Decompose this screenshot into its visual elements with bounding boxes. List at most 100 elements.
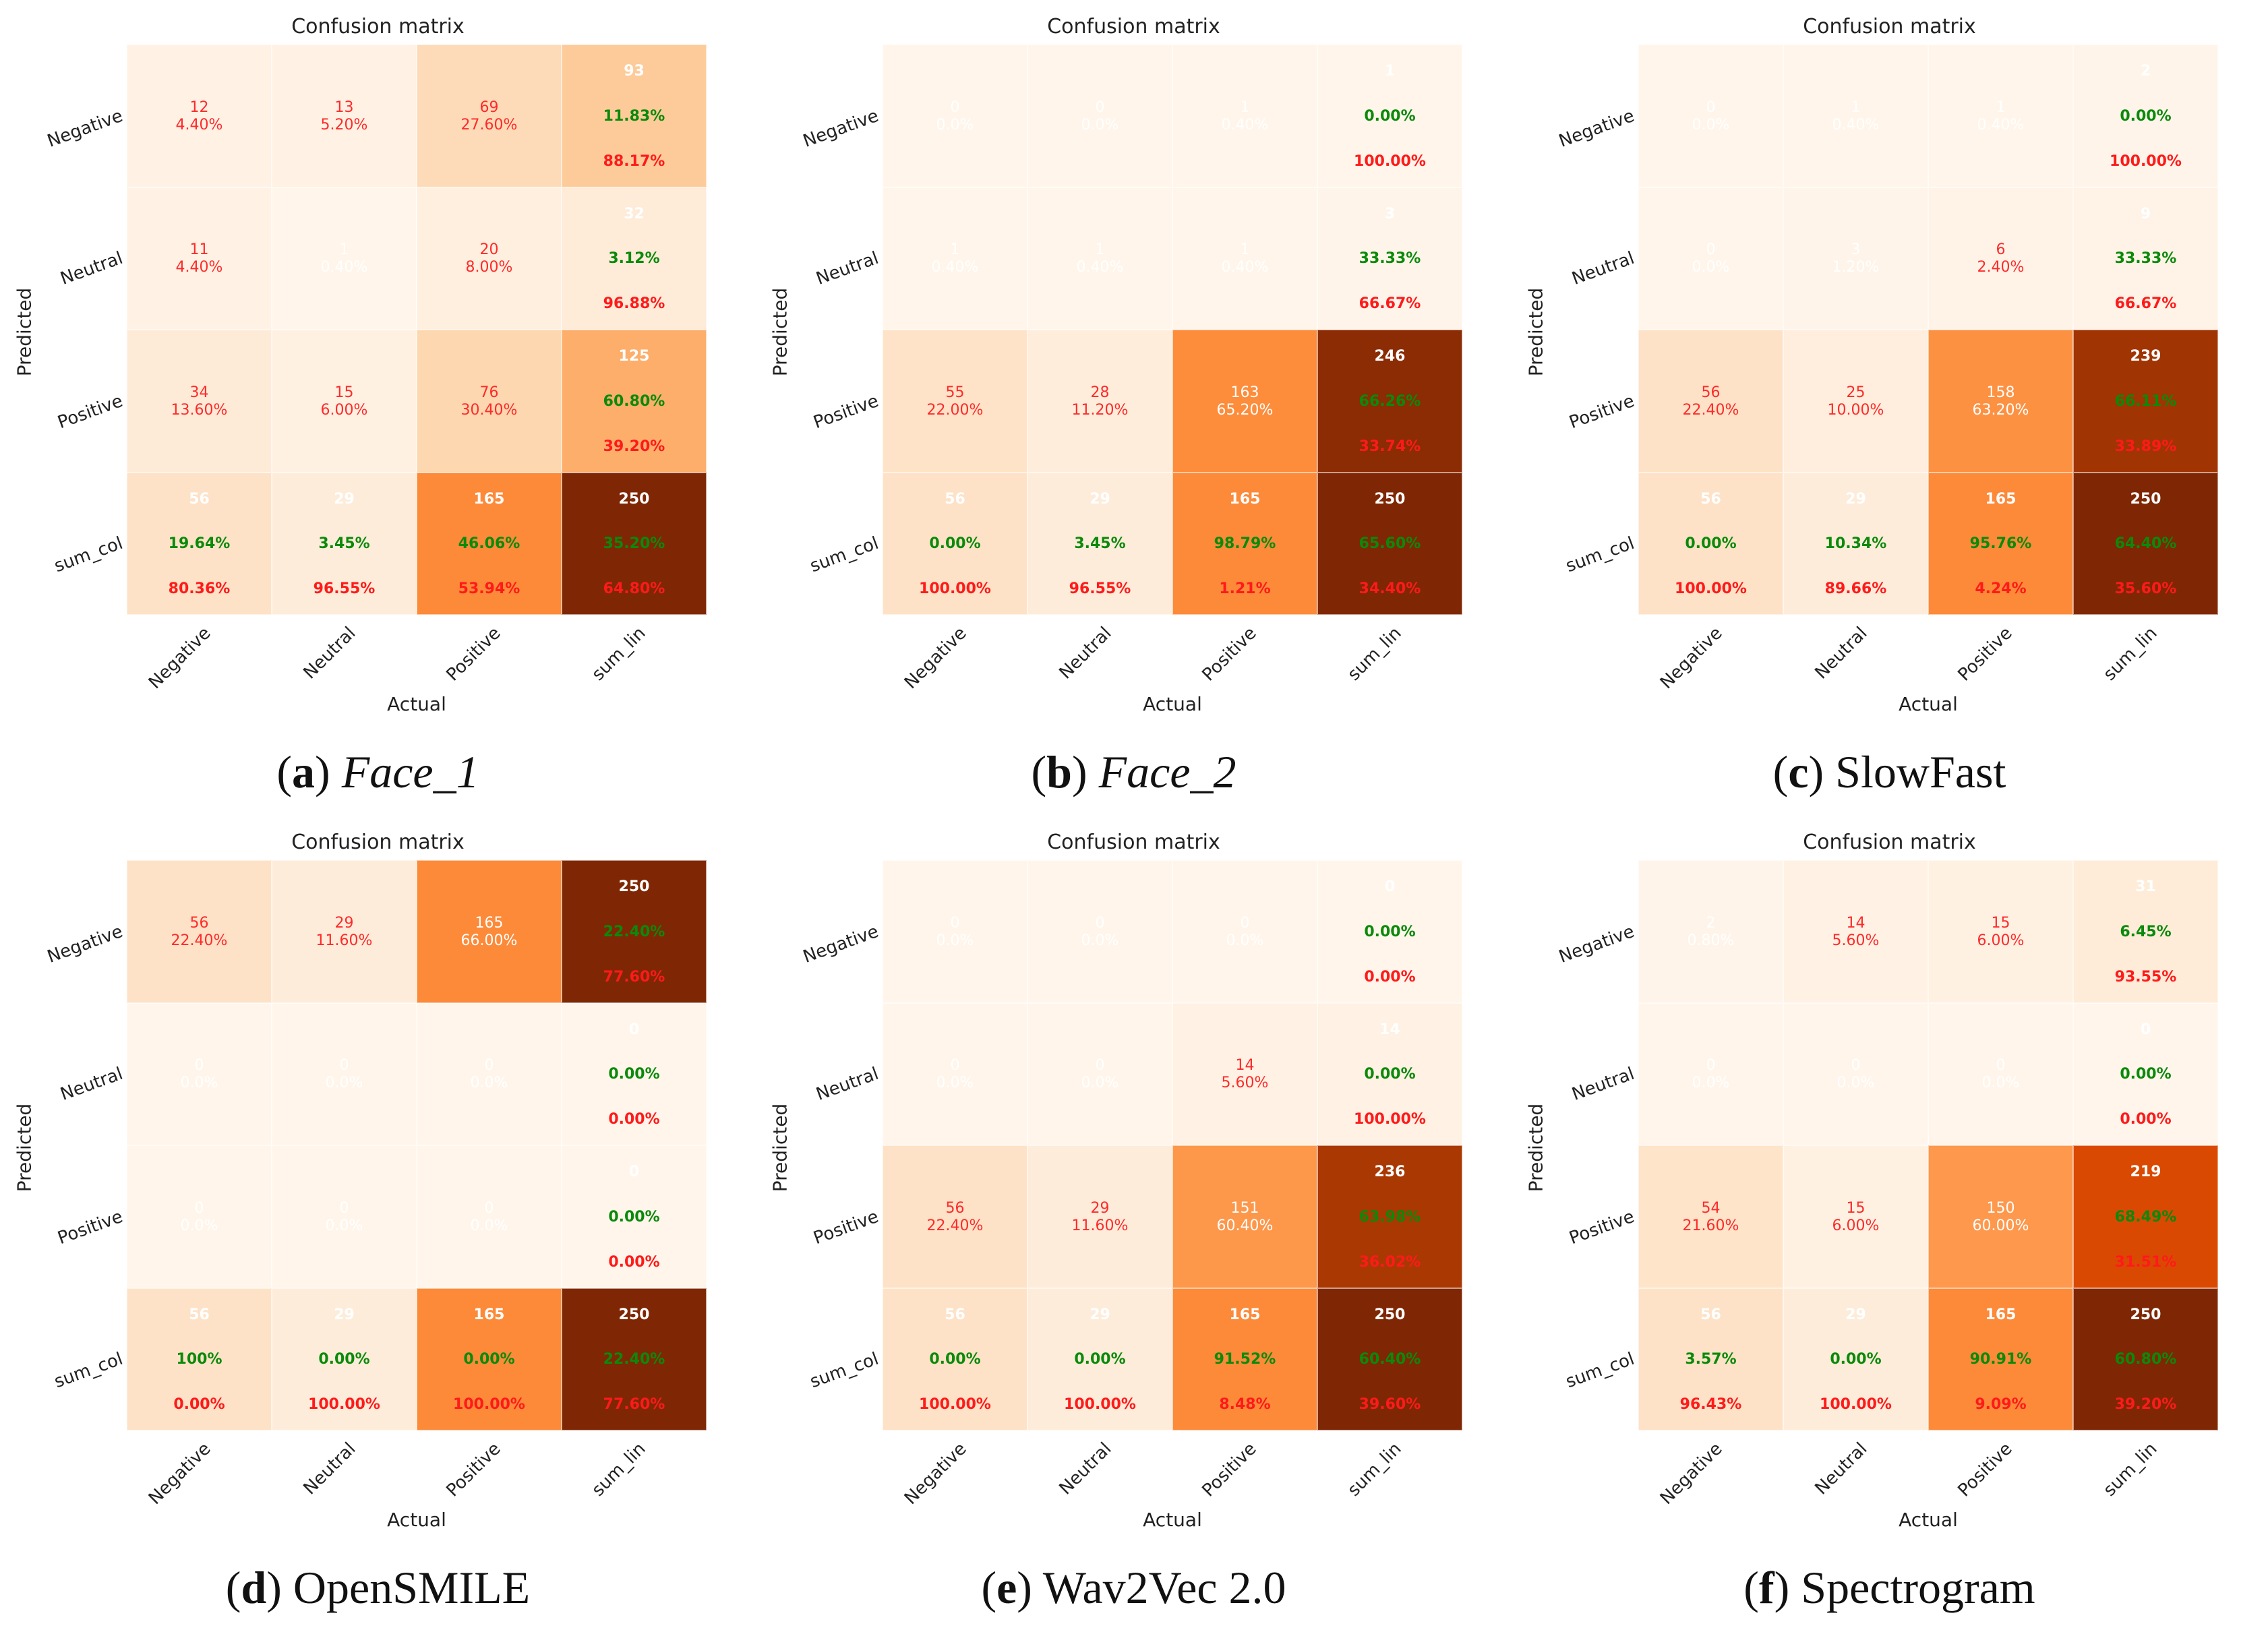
caption-name: OpenSMILE [293, 1562, 531, 1613]
panel-caption: (b) Face_2 [1031, 746, 1236, 797]
cell-pct-label: 0.0% [470, 1075, 508, 1092]
heatmap-cell: 0 0.00% 0.00% [1317, 860, 1462, 1003]
x-tick-label: Neutral [1055, 1439, 1116, 1499]
cell-count-label: 250 [618, 490, 650, 508]
cell-count-label: 165 [1229, 490, 1261, 508]
heatmap-cell: 250 65.60% 34.40% [1317, 472, 1462, 615]
cell-error-pct-label: 89.66% [1824, 580, 1887, 597]
cell-error-pct-label: 100.00% [1354, 1111, 1426, 1128]
heatmap-cell: 12 4.40% [127, 44, 272, 187]
cell-error-pct-label: 100.00% [1820, 1396, 1892, 1413]
cell-count-label: 0 [628, 1163, 640, 1180]
y-tick-label: Neutral [813, 248, 882, 290]
heatmap-cell: 236 63.98% 36.02% [1317, 1145, 1462, 1288]
cell-correct-pct-label: 0.00% [608, 1208, 660, 1226]
heatmap-cell: 1 0.40% [1783, 44, 1928, 187]
y-tick-label: Neutral [1569, 1064, 1638, 1106]
y-tick-label: Negative [1556, 921, 1638, 967]
cell-count-label: 13 [334, 98, 354, 116]
chart-title: Confusion matrix [291, 15, 465, 38]
panel-caption: (a) Face_1 [276, 746, 479, 797]
cell-count-label: 219 [2130, 1163, 2161, 1180]
heatmap-cell: 54 21.60% [1638, 1145, 1783, 1288]
heatmap-cell: 9 33.33% 66.67% [2073, 187, 2218, 330]
panel-caption: (c) SlowFast [1772, 746, 2006, 797]
cell-correct-pct-label: 0.00% [1830, 1351, 1882, 1368]
heatmap-grid: 0 0.0% 0 0.0% 0 0.0% 0 0.00% 0.00% 0 0.0% 0 0.0% 14 5.… [883, 860, 1462, 1430]
cell-count-label: 14 [1846, 914, 1866, 932]
cell-count-label: 29 [1845, 490, 1866, 508]
caption-letter: a [292, 746, 316, 797]
x-axis-label: Actual [387, 1509, 446, 1531]
heatmap-cell: 56 22.40% [883, 1145, 1027, 1288]
y-tick-label: Positive [810, 390, 882, 433]
heatmap-cell: 2 0.80% [1638, 860, 1783, 1003]
cell-count-label: 29 [1090, 1199, 1110, 1217]
cell-error-pct-label: 77.60% [603, 968, 665, 986]
cell-pct-label: 0.40% [1221, 116, 1269, 133]
heatmap-cell: 0 0.0% [417, 1002, 562, 1145]
cell-pct-label: 22.40% [171, 932, 228, 949]
cell-count-label: 29 [1090, 490, 1110, 508]
x-tick-label: Neutral [299, 623, 360, 684]
cell-count-label: 56 [945, 490, 965, 508]
heatmap-cell: 29 3.45% 96.55% [272, 472, 417, 615]
panel-caption: (e) Wav2Vec 2.0 [981, 1562, 1286, 1613]
heatmap-cell: 165 46.06% 53.94% [417, 472, 562, 615]
cell-count-label: 14 [1379, 1021, 1400, 1038]
x-tick-label: Negative [1656, 623, 1727, 694]
cell-count-label: 56 [189, 914, 209, 932]
cell-pct-label: 11.20% [1071, 401, 1129, 419]
cell-count-label: 0 [1095, 98, 1105, 116]
cell-correct-pct-label: 3.45% [1074, 535, 1126, 553]
cell-pct-label: 0.40% [1977, 116, 2025, 133]
cell-error-pct-label: 0.00% [608, 1111, 660, 1128]
heatmap-cell: 163 65.20% [1172, 330, 1317, 473]
y-tick-label: Negative [44, 105, 126, 152]
cell-correct-pct-label: 68.49% [2114, 1208, 2177, 1226]
heatmap-cell: 165 90.91% 9.09% [1928, 1288, 2073, 1430]
cell-correct-pct-label: 60.80% [2114, 1351, 2177, 1368]
heatmap-cell: 0 0.0% [417, 1145, 562, 1288]
cell-count-label: 34 [189, 384, 209, 401]
cell-correct-pct-label: 0.00% [929, 535, 981, 553]
cell-error-pct-label: 66.67% [1359, 295, 1421, 312]
heatmap-cell: 11 4.40% [127, 187, 272, 330]
cell-pct-label: 1.20% [1832, 259, 1880, 276]
heatmap-cell: 250 22.40% 77.60% [562, 1288, 707, 1430]
heatmap-cell: 165 0.00% 100.00% [417, 1288, 562, 1430]
x-tick-label: Positive [1954, 623, 2017, 686]
x-tick-label: Positive [1954, 1439, 2017, 1501]
heatmap-cell: 56 0.00% 100.00% [883, 1288, 1027, 1430]
y-tick-label: Neutral [813, 1064, 882, 1106]
cell-count-label: 246 [1374, 348, 1406, 365]
y-tick-label: Positive [1566, 390, 1638, 433]
cell-count-label: 1 [950, 241, 960, 259]
cell-error-pct-label: 96.55% [313, 580, 376, 597]
cell-count-label: 151 [1230, 1199, 1259, 1217]
heatmap-cell: 0 0.0% [883, 1002, 1027, 1145]
heatmap-cell: 0 0.00% 0.00% [2073, 1002, 2218, 1145]
cell-pct-label: 0.0% [1081, 1075, 1119, 1092]
cell-count-label: 0 [2140, 1021, 2151, 1038]
cell-count-label: 56 [189, 1306, 210, 1323]
heatmap-cell: 56 19.64% 80.36% [127, 472, 272, 615]
x-tick-label: Neutral [1811, 1439, 1872, 1499]
cell-count-label: 28 [1090, 384, 1110, 401]
heatmap-cell: 28 11.20% [1027, 330, 1172, 473]
cell-pct-label: 11.60% [1071, 1217, 1129, 1234]
chart-title: Confusion matrix [1047, 15, 1220, 38]
heatmap-cell: 15 6.00% [1783, 1145, 1928, 1288]
cell-pct-label: 0.0% [936, 116, 974, 133]
cell-count-label: 15 [1846, 1199, 1866, 1217]
cell-error-pct-label: 9.09% [1975, 1396, 2027, 1413]
cell-count-label: 15 [1991, 914, 2010, 932]
cell-correct-pct-label: 3.45% [318, 535, 370, 553]
heatmap-cell: 1 0.40% [1027, 187, 1172, 330]
caption-name: SlowFast [1835, 746, 2006, 797]
cell-error-pct-label: 66.67% [2114, 295, 2177, 312]
heatmap-cell: 239 66.11% 33.89% [2073, 330, 2218, 473]
cell-count-label: 3 [1384, 205, 1396, 222]
x-tick-label: sum_lin [1343, 623, 1406, 685]
y-tick-label: Positive [810, 1206, 882, 1249]
